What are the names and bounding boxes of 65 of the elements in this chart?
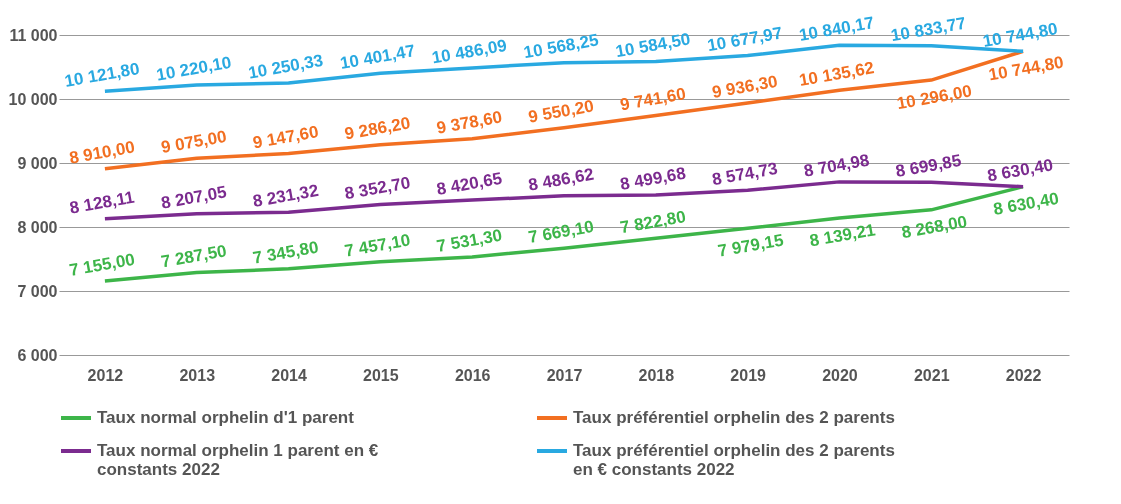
data-label: 10 296,00 bbox=[895, 81, 974, 114]
data-label: 10 833,77 bbox=[889, 13, 968, 46]
data-label: 10 135,62 bbox=[797, 58, 876, 90]
legend-label: Taux préférentiel orphelin des 2 parents bbox=[573, 408, 895, 427]
legend-label: Taux préférentiel orphelin des 2 parents en € constants 2022 bbox=[573, 441, 895, 479]
data-label: 10 401,47 bbox=[338, 41, 417, 73]
data-label: 7 531,30 bbox=[435, 225, 504, 256]
x-tick-label: 2019 bbox=[730, 366, 767, 384]
data-label: 8 231,32 bbox=[251, 180, 320, 212]
y-tick-label: 6 000 bbox=[17, 346, 58, 364]
data-label: 9 741,60 bbox=[618, 84, 688, 115]
data-label: 8 910,00 bbox=[67, 137, 137, 168]
data-label: 9 075,00 bbox=[159, 126, 229, 158]
x-tick-label: 2017 bbox=[546, 366, 583, 384]
data-label: 10 584,50 bbox=[614, 29, 692, 62]
data-label: 8 574,73 bbox=[710, 158, 780, 190]
data-label: 7 669,10 bbox=[526, 216, 596, 248]
data-label: 10 568,25 bbox=[522, 30, 601, 63]
data-label: 9 378,60 bbox=[435, 107, 504, 138]
data-label: 7 979,15 bbox=[716, 230, 785, 261]
data-label: 8 352,70 bbox=[343, 173, 412, 204]
data-label: 7 822,80 bbox=[618, 206, 688, 238]
x-tick-label: 2012 bbox=[87, 366, 124, 384]
data-label: 8 128,11 bbox=[68, 187, 136, 218]
data-label: 10 250,33 bbox=[246, 50, 325, 83]
data-label: 9 147,60 bbox=[251, 122, 320, 153]
data-label: 8 630,40 bbox=[991, 188, 1061, 219]
data-label: 9 936,30 bbox=[710, 71, 780, 102]
data-label: 9 286,20 bbox=[343, 113, 412, 144]
x-tick-label: 2021 bbox=[913, 366, 950, 384]
y-tick-label: 10 000 bbox=[8, 90, 58, 108]
x-tick-label: 2015 bbox=[363, 366, 399, 384]
data-label: 7 345,80 bbox=[251, 237, 320, 268]
data-label: 7 457,10 bbox=[343, 230, 412, 261]
data-label: 7 155,00 bbox=[67, 249, 137, 280]
data-label: 8 268,00 bbox=[900, 211, 969, 243]
x-tick-label: 2018 bbox=[638, 366, 675, 384]
data-label: 10 121,80 bbox=[63, 59, 141, 91]
data-label: 10 677,97 bbox=[705, 23, 784, 56]
x-tick-label: 2016 bbox=[454, 366, 491, 384]
data-label: 8 699,85 bbox=[894, 150, 963, 182]
data-label: 10 744,80 bbox=[981, 19, 1060, 52]
y-tick-label: 8 000 bbox=[17, 218, 58, 236]
x-tick-label: 2022 bbox=[1005, 366, 1042, 384]
legend-label: Taux normal orphelin 1 parent en € constants 2022 bbox=[97, 441, 379, 479]
x-tick-label: 2020 bbox=[822, 366, 858, 384]
data-label: 8 486,62 bbox=[526, 164, 596, 195]
data-label: 10 220,10 bbox=[154, 52, 233, 85]
data-label: 8 499,68 bbox=[618, 163, 688, 194]
data-label: 8 207,05 bbox=[159, 182, 229, 213]
x-tick-label: 2014 bbox=[271, 366, 307, 384]
y-tick-label: 7 000 bbox=[17, 282, 58, 300]
data-label: 8 139,21 bbox=[808, 220, 877, 251]
data-label: 10 840,17 bbox=[797, 13, 876, 45]
y-tick-label: 11 000 bbox=[9, 26, 58, 44]
x-tick-label: 2013 bbox=[179, 366, 216, 384]
data-label: 7 287,50 bbox=[159, 241, 229, 272]
data-label: 10 486,09 bbox=[430, 35, 509, 68]
legend-label: Taux normal orphelin d'1 parent bbox=[97, 408, 355, 427]
data-label: 9 550,20 bbox=[526, 96, 596, 127]
y-tick-label: 9 000 bbox=[17, 154, 58, 172]
data-label: 8 420,65 bbox=[435, 168, 504, 199]
data-label: 10 744,80 bbox=[987, 52, 1066, 85]
data-label: 8 630,40 bbox=[985, 155, 1055, 186]
data-label: 8 704,98 bbox=[802, 150, 871, 181]
